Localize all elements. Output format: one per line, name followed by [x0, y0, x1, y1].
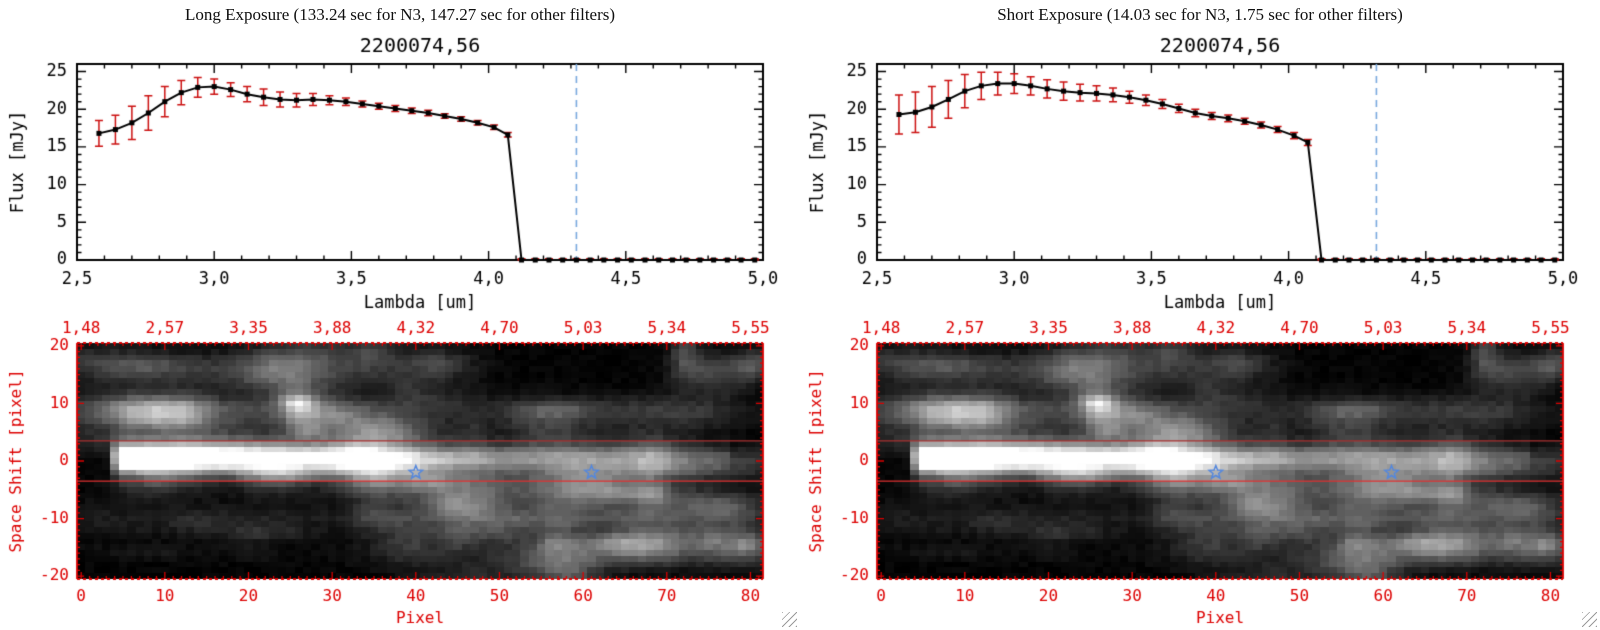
spectral-image-short [805, 313, 1595, 627]
panel-long-exposure: Long Exposure (133.24 sec for N3, 147.27… [5, 5, 797, 627]
spectrum-plot-short [805, 28, 1595, 313]
resize-grip[interactable] [782, 612, 797, 627]
resize-grip[interactable] [1582, 612, 1597, 627]
spectral-image-long [5, 313, 795, 627]
exposure-title-short: Short Exposure (14.03 sec for N3, 1.75 s… [997, 5, 1403, 24]
exposure-title-long: Long Exposure (133.24 sec for N3, 147.27… [184, 5, 616, 24]
spectrum-plot-long [5, 28, 795, 313]
panel-short-exposure: Short Exposure (14.03 sec for N3, 1.75 s… [800, 0, 1600, 630]
